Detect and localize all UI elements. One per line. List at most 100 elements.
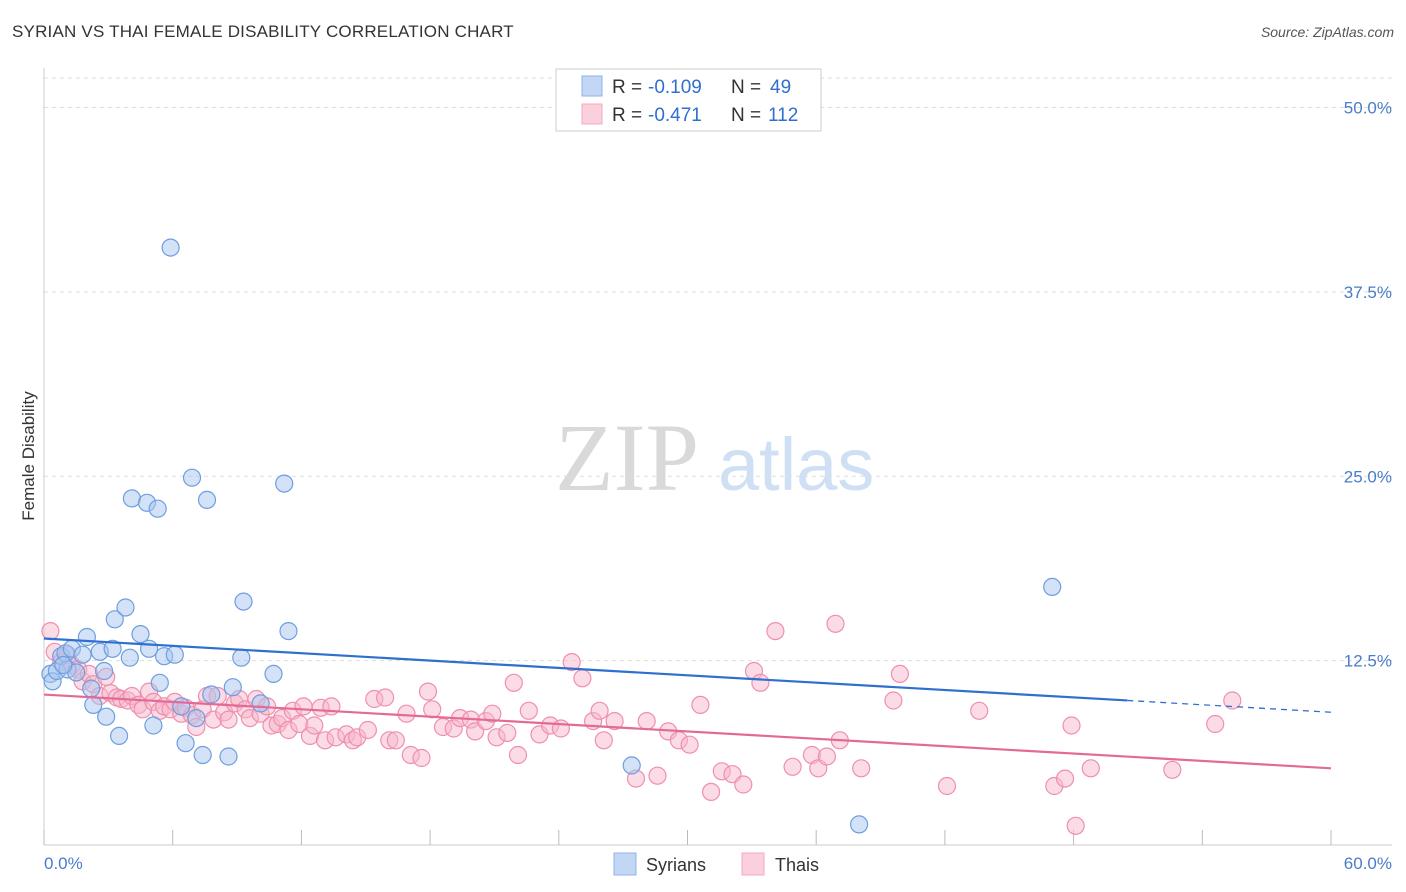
watermark-zip: ZIP	[555, 404, 699, 511]
data-point	[766, 621, 785, 641]
data-point	[1206, 714, 1225, 734]
y-tick-label: 50.0%	[1344, 99, 1392, 118]
data-point	[701, 782, 721, 802]
thai-points	[41, 614, 1242, 835]
data-point	[176, 734, 195, 753]
data-point	[161, 238, 180, 257]
data-point	[105, 610, 124, 629]
data-point	[594, 731, 613, 750]
data-point	[193, 745, 212, 765]
data-point	[637, 711, 656, 731]
data-point	[77, 627, 97, 647]
chart-title: SYRIAN VS THAI FEMALE DISABILITY CORRELA…	[12, 22, 514, 41]
data-point	[131, 624, 150, 644]
data-point	[122, 489, 141, 508]
data-point	[97, 707, 116, 726]
data-point	[219, 710, 238, 729]
data-point	[783, 757, 802, 776]
data-point	[817, 747, 837, 766]
data-point	[498, 723, 517, 743]
data-point	[1062, 716, 1081, 735]
data-point	[691, 695, 710, 715]
legend-r-value-thais: -0.471	[648, 105, 702, 126]
data-point	[1223, 691, 1242, 710]
data-point	[54, 655, 73, 675]
data-point	[1066, 816, 1085, 835]
y-tick-label: 25.0%	[1344, 467, 1392, 486]
bottom-legend-label-syrians: Syrians	[646, 855, 706, 875]
x-tick-label-min: 0.0%	[44, 854, 83, 873]
data-point	[219, 747, 238, 766]
data-point	[116, 598, 135, 617]
data-point	[504, 673, 523, 692]
data-point	[234, 592, 253, 611]
data-point	[150, 673, 169, 692]
data-point	[251, 694, 270, 713]
legend-n-label-thais: N =	[731, 105, 761, 126]
series-legend: Syrians Thais	[613, 852, 819, 876]
data-point	[734, 775, 753, 794]
chart-source: Source: ZipAtlas.com	[1260, 24, 1394, 40]
data-point	[1163, 760, 1182, 779]
data-point	[103, 639, 122, 658]
data-point	[172, 697, 191, 716]
y-tick-label: 37.5%	[1344, 283, 1392, 302]
data-point	[73, 645, 92, 664]
bottom-legend-swatch-thais	[741, 852, 765, 876]
trend-line-thais	[43, 693, 1332, 770]
legend-swatch-thais	[581, 103, 603, 125]
data-point	[264, 664, 283, 684]
data-point	[622, 756, 641, 775]
data-point	[197, 490, 217, 509]
bottom-legend-swatch-syrians	[613, 852, 637, 876]
data-point	[884, 691, 903, 710]
trend-lines	[43, 637, 1332, 770]
data-point	[294, 697, 313, 716]
legend-swatch-syrians	[581, 75, 603, 97]
data-point	[605, 711, 624, 731]
legend-n-value-thais: 112	[768, 105, 798, 126]
data-point	[648, 766, 667, 785]
data-point	[140, 639, 159, 658]
watermark-atlas: atlas	[718, 423, 874, 506]
data-point	[573, 669, 592, 688]
data-point	[187, 708, 206, 728]
data-point	[418, 682, 438, 701]
data-point	[41, 621, 60, 641]
data-point	[109, 726, 129, 746]
data-point	[275, 474, 294, 493]
data-point	[279, 621, 298, 641]
trend-line-syrians-extension	[1127, 699, 1332, 713]
data-point	[232, 648, 251, 667]
data-point	[1081, 759, 1100, 778]
data-point	[1043, 577, 1062, 597]
legend-r-value-syrians: -0.109	[648, 77, 702, 98]
data-point	[551, 719, 571, 738]
grid-lines	[44, 77, 1392, 662]
data-point	[890, 664, 910, 684]
data-point	[680, 735, 699, 754]
data-point	[82, 679, 101, 698]
data-point	[751, 673, 770, 692]
bottom-legend-label-thais: Thais	[775, 855, 819, 875]
data-point	[590, 701, 609, 720]
data-point	[852, 759, 871, 778]
data-point	[120, 648, 139, 667]
data-point	[1055, 769, 1075, 788]
y-tick-labels: 12.5% 25.0% 37.5% 50.0%	[1344, 99, 1392, 671]
data-point	[508, 745, 528, 765]
legend-n-label-syrians: N =	[731, 77, 761, 98]
data-point	[305, 716, 324, 735]
data-point	[358, 720, 377, 740]
data-point	[397, 704, 416, 723]
y-axis-title: Female Disability	[19, 391, 38, 521]
data-point	[970, 701, 989, 720]
data-point	[376, 688, 395, 707]
x-tick-label-max: 60.0%	[1344, 854, 1392, 873]
trend-line-syrians	[43, 637, 1128, 702]
data-point	[182, 468, 202, 487]
x-ticks	[43, 830, 1332, 845]
data-point	[223, 678, 242, 697]
y-tick-label: 12.5%	[1344, 652, 1392, 671]
